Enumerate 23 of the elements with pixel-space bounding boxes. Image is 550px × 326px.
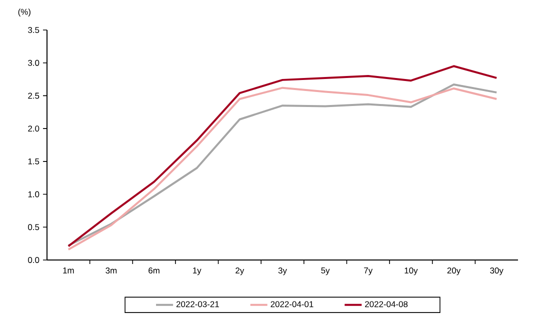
y-tick-label: 0.0: [28, 257, 40, 263]
y-tick-label: 0.5: [28, 224, 40, 230]
x-tick-label: 2y: [236, 268, 244, 276]
legend-label: 2022-03-21: [176, 301, 219, 308]
x-tick-label: 10y: [404, 268, 418, 276]
y-tick-label: 3.0: [28, 60, 40, 66]
x-tick-label: 6m: [148, 268, 160, 274]
x-tick-label: 7y: [364, 268, 373, 276]
y-axis-title: (%): [18, 8, 30, 16]
y-tick-label: 1.5: [28, 158, 40, 164]
x-tick-label: 3y: [278, 268, 287, 276]
x-tick-label: 1m: [63, 268, 74, 274]
y-tick-label: 2.0: [28, 126, 40, 132]
x-tick-label: 30y: [490, 268, 504, 276]
y-tick-label: 1.0: [28, 191, 40, 198]
x-tick-label: 20y: [447, 268, 461, 276]
x-tick-label: 3m: [106, 268, 117, 274]
y-tick-label: 3.5: [28, 27, 40, 33]
x-tick-label: 1y: [193, 268, 202, 276]
legend-label: 2022-04-08: [365, 301, 408, 308]
legend-label: 2022-04-01: [270, 301, 314, 308]
x-tick-label: 5y: [321, 268, 330, 276]
y-tick-label: 2.5: [28, 92, 40, 99]
